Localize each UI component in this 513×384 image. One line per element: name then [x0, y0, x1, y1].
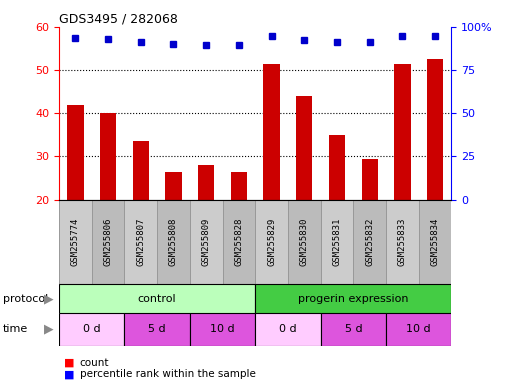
Bar	[263, 64, 280, 200]
Bar	[321, 200, 353, 284]
Bar	[386, 313, 451, 346]
Bar	[198, 165, 214, 200]
Text: GSM255834: GSM255834	[430, 218, 440, 266]
Text: time: time	[3, 324, 28, 334]
Text: progerin expression: progerin expression	[298, 293, 408, 304]
Bar	[165, 172, 182, 200]
Bar	[190, 200, 223, 284]
Bar	[321, 313, 386, 346]
Bar	[59, 200, 92, 284]
Bar	[419, 200, 451, 284]
Text: GSM255809: GSM255809	[202, 218, 211, 266]
Text: GSM255831: GSM255831	[332, 218, 342, 266]
Text: GSM255833: GSM255833	[398, 218, 407, 266]
Text: GSM255828: GSM255828	[234, 218, 243, 266]
Text: ■: ■	[64, 369, 74, 379]
Text: GSM255832: GSM255832	[365, 218, 374, 266]
Bar	[132, 141, 149, 200]
Text: ▶: ▶	[44, 292, 53, 305]
Text: control: control	[138, 293, 176, 304]
Text: 0 d: 0 d	[83, 324, 101, 334]
Bar	[67, 104, 84, 200]
Bar	[255, 284, 451, 313]
Text: 10 d: 10 d	[210, 324, 235, 334]
Bar	[255, 313, 321, 346]
Text: 5 d: 5 d	[345, 324, 362, 334]
Bar	[255, 200, 288, 284]
Bar	[124, 313, 190, 346]
Bar	[394, 64, 410, 200]
Text: percentile rank within the sample: percentile rank within the sample	[80, 369, 255, 379]
Text: GSM255829: GSM255829	[267, 218, 276, 266]
Text: 10 d: 10 d	[406, 324, 431, 334]
Bar	[288, 200, 321, 284]
Text: GSM255808: GSM255808	[169, 218, 178, 266]
Bar	[157, 200, 190, 284]
Text: count: count	[80, 358, 109, 368]
Text: 5 d: 5 d	[148, 324, 166, 334]
Bar	[124, 200, 157, 284]
Bar	[362, 159, 378, 200]
Text: GDS3495 / 282068: GDS3495 / 282068	[59, 13, 178, 26]
Bar	[92, 200, 125, 284]
Bar	[427, 59, 443, 200]
Text: protocol: protocol	[3, 293, 48, 304]
Text: GSM255807: GSM255807	[136, 218, 145, 266]
Text: GSM255774: GSM255774	[71, 218, 80, 266]
Text: GSM255806: GSM255806	[104, 218, 112, 266]
Text: 0 d: 0 d	[279, 324, 297, 334]
Bar	[223, 200, 255, 284]
Bar	[329, 135, 345, 200]
Text: ■: ■	[64, 358, 74, 368]
Text: ▶: ▶	[44, 323, 53, 336]
Bar	[59, 284, 255, 313]
Bar	[231, 172, 247, 200]
Bar	[353, 200, 386, 284]
Text: GSM255830: GSM255830	[300, 218, 309, 266]
Bar	[190, 313, 255, 346]
Bar	[100, 113, 116, 200]
Bar	[59, 313, 124, 346]
Bar	[386, 200, 419, 284]
Bar	[296, 96, 312, 200]
